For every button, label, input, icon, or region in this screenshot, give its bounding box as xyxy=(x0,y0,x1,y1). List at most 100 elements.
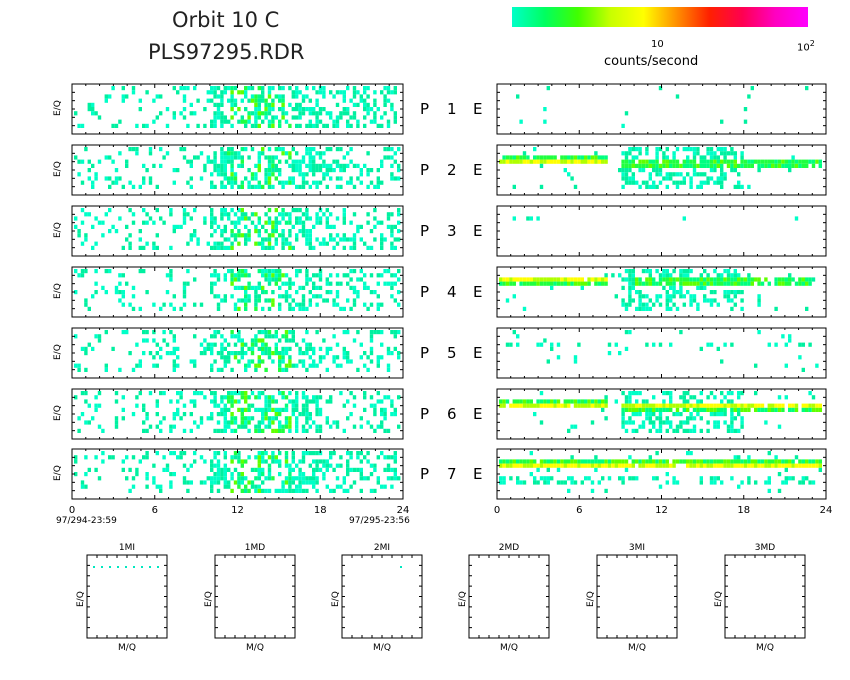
row-2-right-cell xyxy=(716,163,720,168)
row-2-right-cell xyxy=(730,151,734,156)
row-3-right-panel-frame xyxy=(496,205,827,257)
row-6-left-cell xyxy=(240,416,244,421)
row-2-right-cell xyxy=(720,168,724,173)
row-7-right-cell xyxy=(516,476,520,481)
row-3-left-cell xyxy=(196,241,200,246)
row-2-right-cell xyxy=(760,159,765,164)
row-6-left-cell xyxy=(257,395,261,400)
row-2-right-cell xyxy=(553,155,557,160)
row-7-left-cell xyxy=(162,455,166,460)
row-7-left-cell xyxy=(339,463,343,468)
row-5-left-cell xyxy=(128,351,132,356)
colorbar-tick-100-base: 10 xyxy=(797,42,810,54)
row-4-left-cell xyxy=(278,269,282,274)
row-1-right-cell xyxy=(720,119,724,124)
row-6-right-cell xyxy=(502,403,506,408)
row-3-p-number: 3 xyxy=(447,222,457,240)
row-2-left-cell xyxy=(281,151,285,156)
row-7-left-cell xyxy=(284,459,289,464)
row-6-right-cell xyxy=(723,407,727,412)
row-6-left-cell xyxy=(77,428,81,433)
row-6-right-cell xyxy=(784,395,788,400)
row-4-right-cell xyxy=(505,298,510,303)
row-2-left-cell xyxy=(267,176,272,181)
row-4-right-cell xyxy=(764,277,768,282)
row-5-left-cell xyxy=(237,334,241,339)
row-6-left-cell xyxy=(291,399,295,404)
row-2-right-cell xyxy=(733,159,737,164)
row-6-left-cell xyxy=(295,395,299,400)
row-1-left-cell xyxy=(315,98,319,103)
row-7-right-cell xyxy=(543,459,547,464)
row-1-left-cell xyxy=(261,98,265,103)
row-7-right-cell xyxy=(618,463,622,468)
row-2-left-cell xyxy=(179,147,183,152)
row-3-left-cell xyxy=(230,245,234,250)
row-5-left-cell xyxy=(125,330,129,335)
row-5-left-cell xyxy=(223,363,227,368)
row-2-right-cell xyxy=(679,180,683,185)
row-7-left-cell xyxy=(291,476,295,481)
row-4-left-cell xyxy=(376,294,380,299)
row-4-left-cell xyxy=(335,273,340,278)
right-xtick-label: 0 xyxy=(494,505,500,516)
row-4-right-cell xyxy=(669,273,673,278)
row-6-left-cell xyxy=(216,412,221,417)
row-1-left-cell xyxy=(322,123,326,128)
row-7-right-cell xyxy=(519,463,523,468)
row-4-right-cell xyxy=(560,277,564,282)
row-4-right-cell xyxy=(628,298,632,303)
row-7-right-cell xyxy=(567,463,571,468)
row-5-right-cell xyxy=(512,330,516,335)
row-7-left-cell xyxy=(216,467,221,472)
row-2-right-cell xyxy=(788,163,792,168)
row-6-right-cell xyxy=(550,403,554,408)
row-1-left-cell xyxy=(230,86,234,91)
row-6-right-cell xyxy=(631,391,635,396)
row-4-right-cell xyxy=(618,273,622,278)
row-2-right-cell xyxy=(689,184,693,189)
row-6-right-cell xyxy=(682,395,686,400)
row-2-left-cell xyxy=(298,184,302,189)
row-3-left-cell xyxy=(322,212,326,217)
row-3-left-cell xyxy=(281,233,285,238)
row-3-left-cell xyxy=(114,229,119,234)
row-7-right-cell xyxy=(737,484,741,489)
row-7-left-cell xyxy=(189,480,193,485)
row-5-left-cell xyxy=(312,351,316,356)
row-7-left-cell xyxy=(230,488,234,493)
row-6-left-cell xyxy=(80,391,85,396)
row-4-right-cell xyxy=(662,273,666,278)
row-1-left-cell xyxy=(295,86,299,91)
row-1-left-cell xyxy=(298,102,302,107)
row-4-right-cell xyxy=(628,294,632,299)
row-2-right-cell xyxy=(505,155,510,160)
row-1-left-cell xyxy=(244,107,248,112)
row-7-left-cell xyxy=(267,472,272,477)
row-4-left-cell xyxy=(349,306,353,311)
row-7-left-cell xyxy=(390,455,394,460)
row-6-right-cell xyxy=(808,403,812,408)
row-2-left-cell xyxy=(142,180,146,185)
row-6-left-cell xyxy=(373,407,377,412)
row-2-right-cell xyxy=(767,159,771,164)
row-6-right-cell xyxy=(713,412,717,417)
row-4-left-cell xyxy=(339,281,343,286)
row-7-left-cell xyxy=(295,463,299,468)
row-7-right-cell xyxy=(624,467,629,472)
row-1-left-cell xyxy=(230,94,234,99)
row-6-left-cell xyxy=(193,420,197,425)
row-6-left-cell xyxy=(278,420,282,425)
row-4-left-cell xyxy=(288,302,292,307)
row-2-right-cell xyxy=(682,176,686,181)
row-7-left-cell xyxy=(359,467,363,472)
row-7-left-cell xyxy=(281,488,285,493)
row-1-left-cell xyxy=(363,107,367,112)
row-1-left-cell xyxy=(312,107,316,112)
row-2-right-cell xyxy=(570,176,574,181)
row-4-right-cell xyxy=(743,277,748,282)
row-1-left-cell xyxy=(182,94,187,99)
row-6-left-cell xyxy=(318,424,323,429)
row-4-left-cell xyxy=(233,285,238,290)
row-4-left-cell xyxy=(373,290,377,295)
